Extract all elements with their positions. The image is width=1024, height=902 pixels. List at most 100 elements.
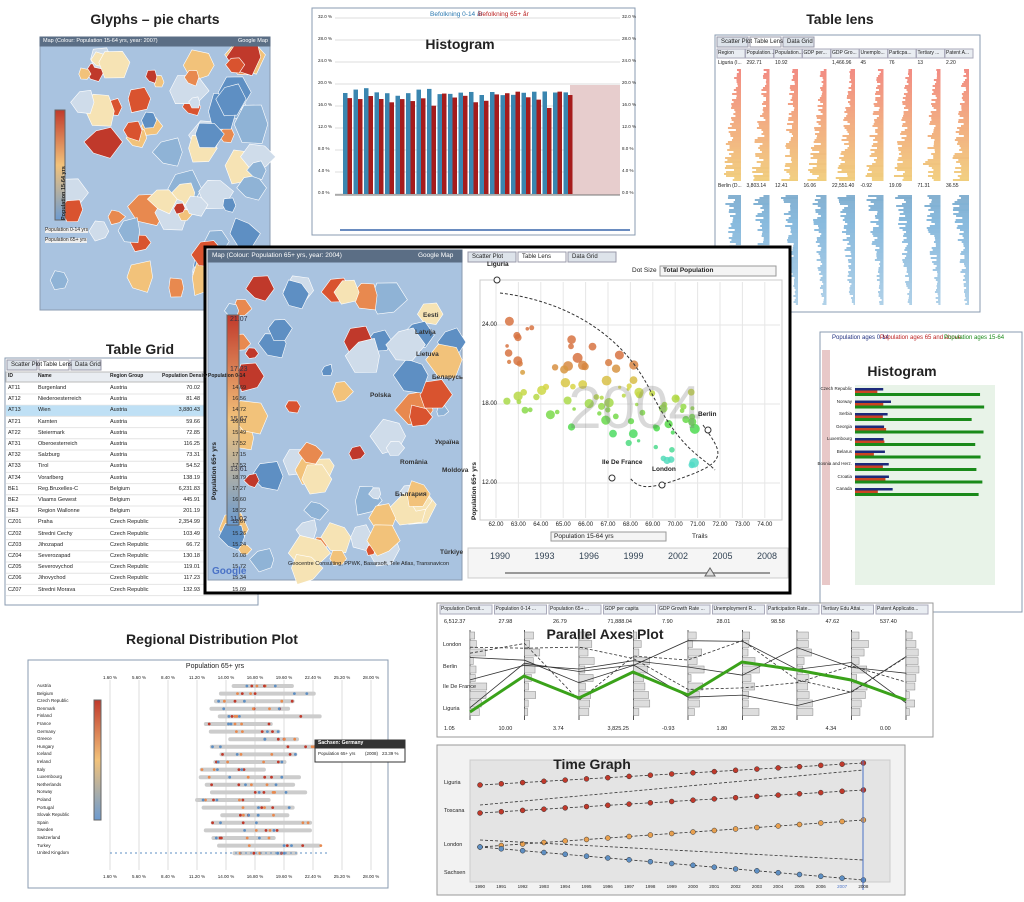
- column-header[interactable]: Participation Rate...: [768, 606, 812, 612]
- dot: [250, 783, 253, 787]
- label: 1.60 %: [102, 675, 118, 680]
- category-label: Hungary: [37, 743, 55, 749]
- cell: Burgenland: [38, 385, 67, 391]
- column-header[interactable]: GDP Growth Rate ...: [659, 606, 705, 612]
- button[interactable]: Google Map: [238, 38, 268, 44]
- axis-histogram: [687, 708, 695, 716]
- axis-histogram: [687, 699, 700, 708]
- column-header[interactable]: GDP per capita: [604, 606, 639, 612]
- column-header[interactable]: Population 0-14 ...: [495, 606, 537, 612]
- dot: [276, 730, 280, 733]
- dot: [839, 788, 845, 795]
- x-tick-label: 66.00: [578, 522, 594, 528]
- dot: [235, 730, 238, 733]
- bar: [563, 92, 568, 194]
- column-header[interactable]: Tertiary Edu Attai...: [822, 606, 865, 612]
- dot: [238, 715, 241, 718]
- label: Liguria: [443, 706, 460, 712]
- dot: [668, 798, 675, 805]
- dot: [562, 838, 568, 844]
- bar: [855, 405, 985, 409]
- column-header[interactable]: Population 65+ ...: [550, 606, 590, 612]
- category-label: Switzerland: [37, 835, 61, 840]
- axis-histogram: [796, 708, 814, 716]
- bar: [469, 91, 474, 194]
- tab[interactable]: Scatter Plot: [721, 39, 753, 45]
- axis-histogram: [796, 657, 805, 665]
- highlight-dot: [608, 474, 616, 482]
- range-bar: [231, 684, 294, 688]
- cell: 138.19: [183, 474, 200, 481]
- cell: AT12: [8, 396, 21, 403]
- dot: [299, 715, 303, 718]
- dot: [271, 791, 275, 794]
- dot: [270, 753, 274, 756]
- dot: [498, 781, 505, 787]
- axis-histogram: [905, 657, 919, 665]
- x-tick-label: 63.00: [510, 522, 526, 528]
- column-header[interactable]: Unemployment R...: [713, 606, 757, 612]
- dropdown[interactable]: Population 15-64 yrs: [554, 533, 614, 540]
- label: 27.98: [498, 619, 513, 625]
- tab[interactable]: Scatter Plot: [472, 254, 504, 260]
- column-header[interactable]: Patent Applicatio...: [877, 606, 919, 612]
- tab[interactable]: Table Lens: [754, 39, 784, 45]
- cell: Vlaams Gewest: [38, 497, 77, 503]
- range-bar: [217, 714, 322, 719]
- axis-histogram: [905, 648, 919, 657]
- dot: [541, 778, 547, 785]
- cell: Austria: [110, 418, 128, 425]
- button[interactable]: Google Map: [418, 252, 454, 259]
- tab[interactable]: Data Grid: [787, 39, 813, 45]
- dot: [249, 692, 253, 695]
- tab[interactable]: Data Grid: [572, 254, 598, 260]
- bar: [379, 99, 384, 194]
- dot: [611, 364, 621, 373]
- map-region: [194, 122, 225, 149]
- tab: [6, 359, 38, 371]
- dot: [570, 383, 576, 390]
- axis-histogram: [796, 640, 809, 648]
- trail: [629, 424, 719, 488]
- map-region: [107, 209, 126, 225]
- cell: Berlin (D...: [718, 183, 742, 189]
- legend-bar: [54, 109, 66, 221]
- column-header[interactable]: Population Densit...: [441, 606, 485, 612]
- tab[interactable]: Table Lens: [522, 254, 552, 260]
- axis-histogram: [905, 674, 917, 682]
- cell: CZ02: [8, 530, 22, 537]
- bar: [532, 91, 537, 194]
- label: Berlin: [443, 664, 458, 670]
- label: 28.0 %: [622, 36, 637, 41]
- dropdown[interactable]: Total Population: [663, 267, 714, 274]
- bar: [855, 468, 977, 471]
- dot: [507, 359, 512, 364]
- map-header: [207, 249, 463, 263]
- axis-histogram: [469, 657, 474, 665]
- dot: [253, 692, 257, 695]
- profile-line: [469, 640, 907, 701]
- category-label: Serbia: [838, 411, 852, 416]
- dot: [257, 806, 260, 809]
- label: Berlin: [698, 411, 717, 418]
- cell: 15.26: [232, 530, 246, 537]
- label: London: [444, 842, 463, 848]
- axis-histogram: [524, 665, 536, 674]
- cell: AT21: [8, 418, 21, 425]
- tab[interactable]: Scatter Plot: [11, 362, 43, 368]
- cell: Austria: [110, 396, 128, 403]
- label: 1.60 %: [102, 874, 118, 879]
- profile-line: [469, 647, 907, 681]
- tab[interactable]: Data Grid: [75, 362, 101, 368]
- dot: [280, 775, 284, 779]
- dot: [219, 821, 222, 825]
- cell: CZ01: [8, 519, 22, 526]
- dot: [628, 429, 638, 439]
- range-bar: [217, 843, 321, 848]
- label: 20.0 %: [318, 80, 333, 85]
- dot: [690, 406, 695, 411]
- bar: [484, 100, 489, 194]
- tab[interactable]: Table Lens: [43, 362, 73, 368]
- cell: Jihovychod: [38, 575, 66, 582]
- label: Liguria: [487, 261, 509, 268]
